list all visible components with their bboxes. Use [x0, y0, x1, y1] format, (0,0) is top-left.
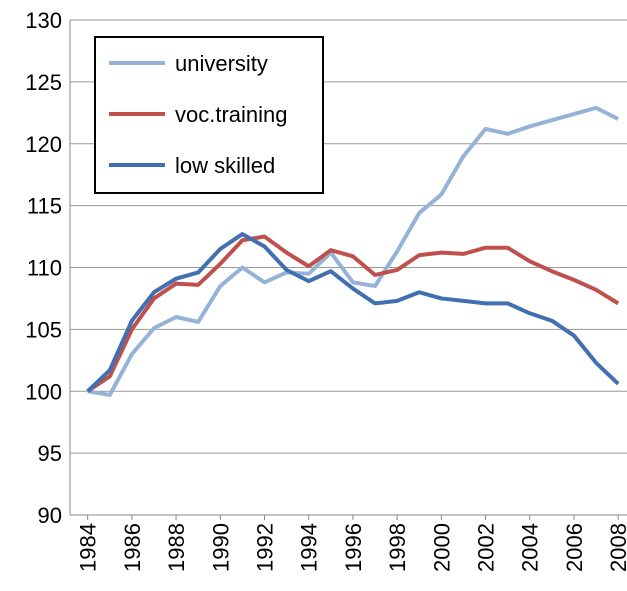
y-tick-label: 100: [25, 379, 62, 404]
y-tick-label: 115: [27, 194, 62, 219]
line-series: [86, 232, 620, 393]
x-tick-label: 1986: [120, 523, 145, 572]
x-tick-label: 1994: [297, 523, 322, 572]
x-tick-label: 1998: [385, 523, 410, 572]
x-tick-label: 2004: [518, 523, 543, 572]
y-tick-label: 90: [38, 503, 62, 528]
x-tick-label: 1984: [76, 523, 101, 572]
x-tick-label: 2000: [429, 523, 454, 572]
y-tick-label: 130: [25, 8, 62, 33]
x-tick-label: 1996: [341, 523, 366, 572]
y-tick-label: 105: [25, 317, 62, 342]
x-tick-label: 1990: [208, 523, 233, 572]
y-tick-label: 125: [25, 70, 62, 95]
legend-label: voc.training: [175, 102, 288, 127]
legend-label: university: [175, 51, 268, 76]
y-tick-label: 95: [38, 441, 62, 466]
line-series: [87, 105, 620, 397]
line-series: [86, 234, 620, 393]
y-tick-label: 110: [27, 256, 62, 281]
x-tick-label: 1992: [253, 523, 278, 572]
y-tick-label: 120: [25, 132, 62, 157]
x-tick-label: 2002: [474, 523, 499, 572]
x-tick-label: 2008: [606, 523, 627, 572]
legend-label: low skilled: [175, 153, 275, 178]
x-tick-label: 1988: [164, 523, 189, 572]
x-tick-label: 2006: [562, 523, 587, 572]
